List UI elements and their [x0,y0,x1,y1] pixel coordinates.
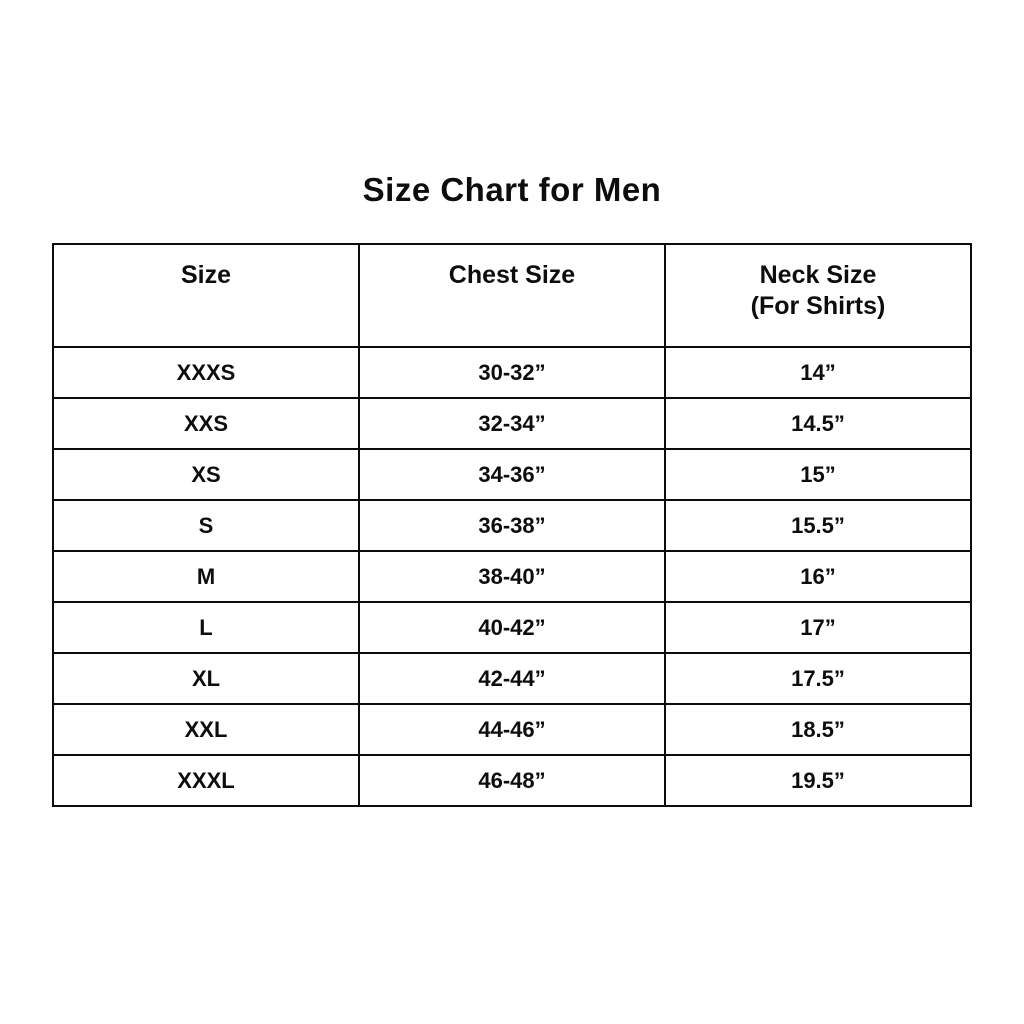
chest-cell: 32-34” [358,397,666,450]
neck-cell: 14” [664,346,972,399]
neck-cell: 14.5” [664,397,972,450]
size-cell: L [52,601,360,654]
neck-cell: 17.5” [664,652,972,705]
chest-cell: 40-42” [358,601,666,654]
chest-cell: 30-32” [358,346,666,399]
neck-size-sublabel: (For Shirts) [750,292,886,320]
size-cell: XXXS [52,346,360,399]
table-row: XS 34-36” 15” [52,448,972,501]
neck-cell: 18.5” [664,703,972,756]
size-cell: XL [52,652,360,705]
table-row: XXL 44-46” 18.5” [52,703,972,756]
table-row: XL 42-44” 17.5” [52,652,972,705]
column-header-chest-size: Chest Size [358,243,666,348]
chest-cell: 42-44” [358,652,666,705]
neck-cell: 19.5” [664,754,972,807]
table-row: L 40-42” 17” [52,601,972,654]
column-header-size: Size [52,243,360,348]
neck-cell: 15” [664,448,972,501]
size-cell: S [52,499,360,552]
neck-size-label: Neck Size [759,261,877,289]
size-cell: XS [52,448,360,501]
page-title: Size Chart for Men [362,171,662,208]
table-row: XXS 32-34” 14.5” [52,397,972,450]
table-header: Size Chest Size Neck Size (For Shirts) [52,243,972,348]
chest-cell: 38-40” [358,550,666,603]
size-cell: XXL [52,703,360,756]
size-cell: XXXL [52,754,360,807]
header-row: Size Chest Size Neck Size (For Shirts) [52,243,972,348]
table-body: XXXS 30-32” 14” XXS 32-34” 14.5” XS 34-3… [52,346,972,807]
table-row: S 36-38” 15.5” [52,499,972,552]
chest-cell: 34-36” [358,448,666,501]
table-row: XXXL 46-48” 19.5” [52,754,972,807]
size-cell: XXS [52,397,360,450]
neck-cell: 16” [664,550,972,603]
chest-cell: 36-38” [358,499,666,552]
chest-cell: 44-46” [358,703,666,756]
table-row: XXXS 30-32” 14” [52,346,972,399]
chest-cell: 46-48” [358,754,666,807]
size-chart-table: Size Chest Size Neck Size (For Shirts) X… [52,243,972,807]
column-header-neck-size: Neck Size (For Shirts) [664,243,972,348]
neck-cell: 17” [664,601,972,654]
neck-cell: 15.5” [664,499,972,552]
table-row: M 38-40” 16” [52,550,972,603]
size-cell: M [52,550,360,603]
